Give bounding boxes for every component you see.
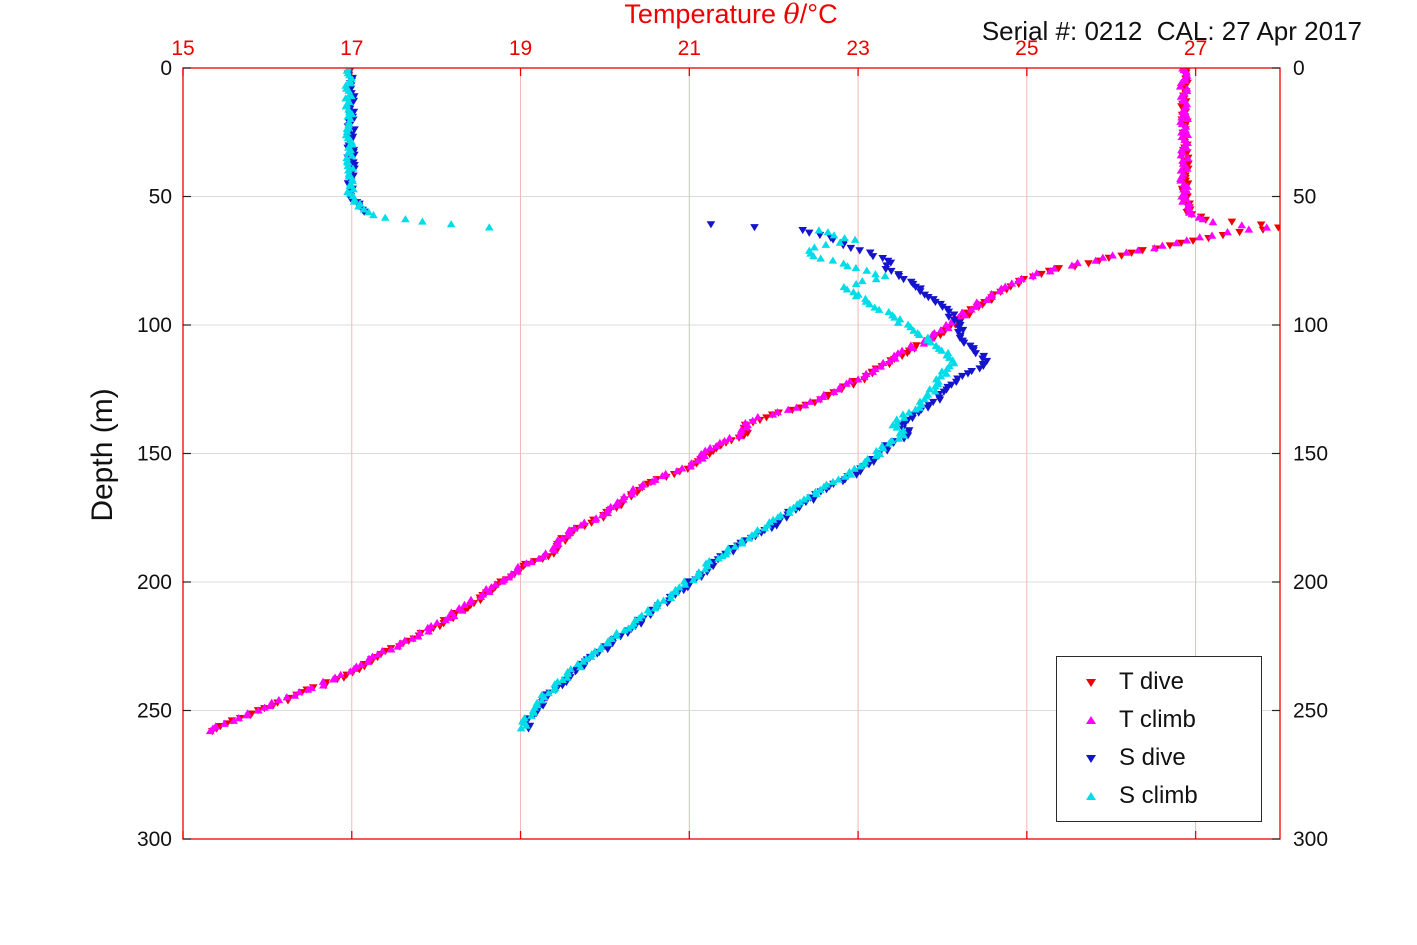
y-tick-label-right: 100: [1293, 314, 1328, 337]
y-tick-label-left: 100: [137, 314, 172, 337]
series-t-climb: [205, 68, 1272, 735]
serial-cal-annotation: Serial #: 0212 CAL: 27 Apr 2017: [981, 16, 1362, 46]
y-tick-label-right: 200: [1293, 571, 1328, 594]
y-tick-label-right: 250: [1293, 700, 1328, 723]
y-tick-label-left: 200: [137, 571, 172, 594]
axis-ticks-and-labels: 15 17 19 21 23 25 27 0 0 50 50 100 100 150 150 200 200 25…: [137, 37, 1328, 851]
t-dive-marker-icon: [1086, 679, 1096, 687]
chart-title-suffix: /°C: [799, 0, 838, 29]
theta-symbol: θ: [783, 0, 800, 30]
legend-item-s-climb: S climb: [1057, 782, 1261, 810]
y-tick-label-left: 0: [160, 57, 172, 80]
y-tick-label-right: 150: [1293, 443, 1328, 466]
legend-label-s-climb: S climb: [1119, 782, 1198, 809]
legend-label-t-climb: T climb: [1119, 706, 1196, 733]
y-tick-label-left: 150: [137, 443, 172, 466]
x-tick-label: 19: [509, 37, 532, 60]
y-tick-label-right: 0: [1293, 57, 1305, 80]
chart-title-prefix: Temperature: [624, 0, 784, 29]
y-tick-label-left: 300: [137, 828, 172, 851]
y-tick-label-left: 50: [149, 186, 172, 209]
series-t-dive: [208, 68, 1280, 736]
y-axis-label: Depth (m): [86, 388, 119, 522]
chart-title: Temperature θ/°C: [624, 0, 837, 30]
y-tick-label-right: 300: [1293, 828, 1328, 851]
y-tick-label-right: 50: [1293, 186, 1316, 209]
series-s-climb: [341, 68, 959, 732]
legend-label-t-dive: T dive: [1119, 668, 1184, 695]
x-tick-label: 15: [171, 37, 194, 60]
x-tick-label: 21: [678, 37, 701, 60]
x-tick-label: 25: [1015, 37, 1038, 60]
x-tick-label: 17: [340, 37, 363, 60]
series-s-dive: [343, 68, 992, 733]
legend-item-t-dive: T dive: [1057, 668, 1261, 696]
s-dive-marker-icon: [1086, 755, 1096, 763]
legend-item-t-climb: T climb: [1057, 706, 1261, 734]
legend: T dive T climb S dive S climb: [1056, 656, 1262, 822]
x-tick-label: 23: [846, 37, 869, 60]
x-tick-label: 27: [1184, 37, 1207, 60]
legend-label-s-dive: S dive: [1119, 744, 1186, 771]
y-tick-label-left: 250: [137, 700, 172, 723]
t-climb-marker-icon: [1086, 716, 1096, 724]
legend-item-s-dive: S dive: [1057, 744, 1261, 772]
s-climb-marker-icon: [1086, 792, 1096, 800]
